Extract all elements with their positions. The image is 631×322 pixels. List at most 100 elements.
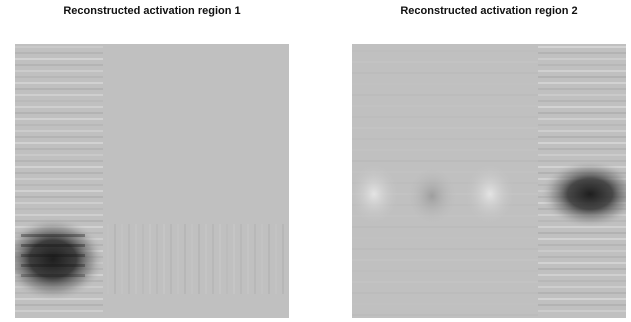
panel-2-stripe <box>538 238 626 240</box>
panel-2-stripe <box>538 94 626 96</box>
panel-1-stripe <box>15 154 103 156</box>
panel-1-streak <box>177 224 179 294</box>
panel-1-streak <box>114 224 116 294</box>
panel-2-stripe <box>538 124 626 126</box>
panel-1-streak <box>205 224 207 294</box>
panel-2-faint-stripe <box>352 270 538 272</box>
panel-1-stripe <box>15 310 103 312</box>
panel-1-streak <box>198 224 200 294</box>
panel-2-stripe <box>538 82 626 84</box>
panel-1-stripe <box>15 208 103 210</box>
panel-1-streak <box>191 224 193 294</box>
panel-2-stripe <box>538 304 626 306</box>
panel-1-streak <box>282 224 284 294</box>
panel-2-faint-stripe <box>352 259 538 261</box>
panel-2-faint-stripe <box>352 138 538 140</box>
panel-1-stripe <box>15 106 103 108</box>
panel-1-stripe <box>15 184 103 186</box>
panel-1-stripe <box>15 64 103 66</box>
panel-1-streak <box>268 224 270 294</box>
panel-1-streak <box>240 224 242 294</box>
panel-1-stripe <box>15 160 103 162</box>
panel-1-stripe <box>15 190 103 192</box>
panel-2-faint-stripe <box>352 116 538 118</box>
panel-2-stripe <box>538 130 626 132</box>
panel-2-title: Reconstructed activation region 2 <box>400 5 578 17</box>
panel-2-stripe <box>538 112 626 114</box>
panel-1-stripe <box>15 82 103 84</box>
panel-2-faint-stripe <box>352 61 538 63</box>
panel-2-faint-stripe <box>352 303 538 305</box>
panel-1-blob-bands <box>21 234 85 277</box>
panel-2-stripe <box>538 136 626 138</box>
panel-2-stripe <box>538 154 626 156</box>
panel-1-stripe <box>15 100 103 102</box>
panel-2-stripe <box>538 292 626 294</box>
panel-1-streak <box>149 224 151 294</box>
panel-1-stripe <box>15 304 103 306</box>
panel-2-faint-stripe <box>352 105 538 107</box>
panel-1-stripe <box>15 70 103 72</box>
panel-1-blob-band <box>21 234 85 237</box>
panel-1-stripe <box>15 214 103 216</box>
panel-1-streak <box>163 224 165 294</box>
panel-1-streak <box>121 224 123 294</box>
panel-2-faint-stripe <box>352 314 538 316</box>
panel-1-stripe <box>15 136 103 138</box>
panel-1-streak <box>219 224 221 294</box>
panel-1-streak <box>233 224 235 294</box>
panel-1-blob-band <box>21 264 85 267</box>
panel-2-stripe <box>538 256 626 258</box>
panel-1-stripe <box>15 142 103 144</box>
panel-1-streak <box>254 224 256 294</box>
panel-2-faint-stripe <box>352 83 538 85</box>
panel-2-stripe <box>538 100 626 102</box>
panel-1-stripe <box>15 148 103 150</box>
panel-2-faint-stripe <box>352 149 538 151</box>
panel-1-dark-blob <box>15 217 105 301</box>
panel-1-stripe <box>15 130 103 132</box>
panel-1-stripe <box>15 76 103 78</box>
panel-2-stripe <box>538 268 626 270</box>
panel-1-streak <box>212 224 214 294</box>
panel-1-stripe <box>15 202 103 204</box>
panel-2-light-spot-left <box>352 162 400 226</box>
panel-1-streak <box>156 224 158 294</box>
panel-1-stripe <box>15 52 103 54</box>
panel-1-stripe <box>15 166 103 168</box>
panel-1-stripe <box>15 178 103 180</box>
panel-1-streak <box>128 224 130 294</box>
panel-2-stripe <box>538 148 626 150</box>
panel-2-stripe <box>538 310 626 312</box>
panel-1-streak <box>107 224 109 294</box>
panel-2-stripe <box>538 70 626 72</box>
panel-2-stripe <box>538 118 626 120</box>
panel-1-stripe <box>15 94 103 96</box>
panel-2-faint-stripe <box>352 72 538 74</box>
panel-2-stripe <box>538 76 626 78</box>
panel-1-stripe <box>15 46 103 48</box>
panel-1-streak <box>261 224 263 294</box>
panel-2-stripe <box>538 46 626 48</box>
panel-1-streak <box>184 224 186 294</box>
panel-1-bottom-stripes <box>107 224 284 294</box>
panel-2-stripe <box>538 142 626 144</box>
panel-1-streak <box>275 224 277 294</box>
activation-image-region-2-svg <box>352 44 626 318</box>
panel-2-stripe <box>538 250 626 252</box>
panel-1-blob-band <box>21 244 85 247</box>
panel-1-streak <box>226 224 228 294</box>
panel-2-faint-stripe <box>352 127 538 129</box>
panel-2-stripe <box>538 64 626 66</box>
panel-2-dark-blob <box>540 160 626 228</box>
activation-image-region-1 <box>15 44 289 318</box>
panel-2-stripe <box>538 280 626 282</box>
panel-2-dark-spot <box>406 166 458 226</box>
panel-2-faint-stripe <box>352 248 538 250</box>
panel-2-faint-stripe <box>352 226 538 228</box>
panel-1-stripe <box>15 172 103 174</box>
panel-2-light-spot-middle <box>464 162 516 226</box>
panel-2-stripe <box>538 52 626 54</box>
panel-1-blob-band <box>21 274 85 277</box>
panel-1-stripe <box>15 88 103 90</box>
